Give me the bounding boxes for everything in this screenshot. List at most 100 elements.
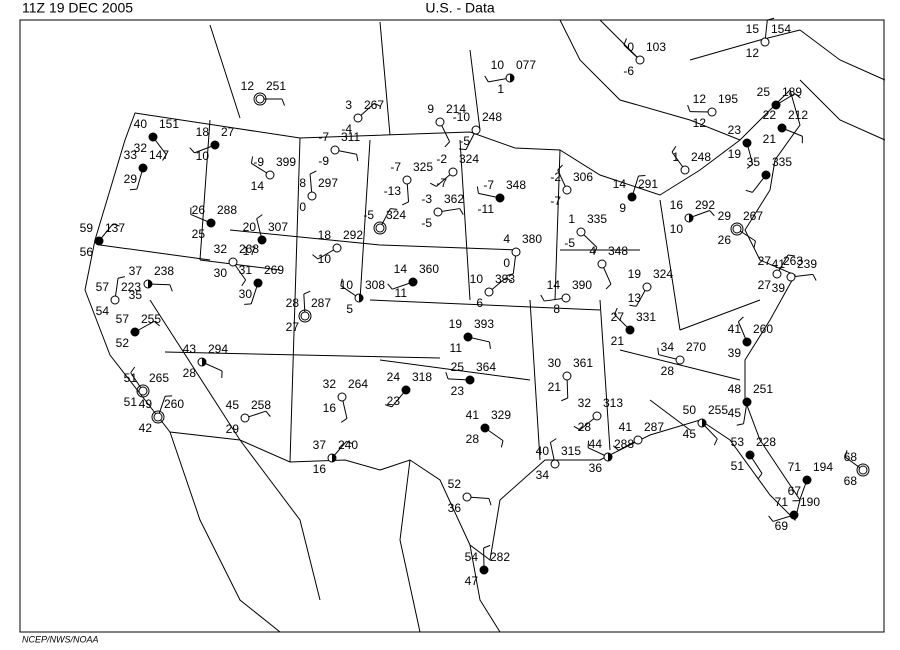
- station-dewpoint: -13: [384, 184, 402, 198]
- station-temp: 33: [124, 148, 138, 162]
- station-temp: 14: [394, 262, 408, 276]
- station-temp: 41: [728, 322, 742, 336]
- map-credit: NCEP/NWS/NOAA: [22, 634, 99, 644]
- station-pressure: 255: [708, 403, 728, 417]
- station-temp: 31: [239, 263, 253, 277]
- station-ring: [856, 463, 870, 477]
- station-temp: 41: [772, 257, 786, 271]
- wind-barb-tick: [593, 247, 598, 254]
- wind-barb-tick: [767, 17, 775, 21]
- wind-barb-tick: [458, 148, 467, 151]
- station-marker: [495, 193, 505, 203]
- station-pressure: 194: [813, 460, 833, 474]
- station-temp: -10: [453, 110, 471, 124]
- wind-barb-tick: [445, 372, 449, 380]
- station-marker: [760, 37, 770, 47]
- station-pressure: 311: [341, 130, 360, 144]
- station-dewpoint: 10: [670, 222, 684, 236]
- station-temp: 4: [589, 244, 596, 258]
- wind-barb-tick: [506, 273, 514, 277]
- station-pressure: 348: [506, 178, 526, 192]
- station-marker: [675, 355, 685, 365]
- station-temp: 52: [448, 477, 462, 491]
- station-marker: [576, 227, 586, 237]
- station-marker: [253, 278, 263, 288]
- station-dewpoint: 17: [243, 244, 257, 258]
- wind-barb-tick: [561, 397, 568, 402]
- station-pressure: 288: [217, 203, 237, 217]
- station-dewpoint: 23: [387, 394, 401, 408]
- station-dewpoint: 14: [251, 179, 265, 193]
- wind-barb-tick: [500, 440, 504, 448]
- station-temp: 37: [129, 264, 143, 278]
- wind-barb-tick: [484, 75, 489, 83]
- station-dewpoint: 39: [728, 346, 742, 360]
- wind-barb-tick: [444, 141, 451, 148]
- station-temp: -5: [363, 208, 374, 222]
- station-marker: [707, 107, 717, 117]
- station-marker: [255, 94, 265, 104]
- station-temp: -7: [390, 160, 401, 174]
- station-dewpoint: 16: [313, 462, 327, 476]
- station-pressure: 324: [459, 152, 479, 166]
- station-marker: [635, 55, 645, 65]
- station-pressure: 331: [636, 310, 656, 324]
- station-marker: [802, 475, 812, 485]
- station-marker: [153, 412, 163, 422]
- station-pressure: 324: [386, 208, 406, 222]
- station-marker: [408, 277, 418, 287]
- station-temp: 10: [340, 278, 354, 292]
- station-dewpoint: 39: [772, 281, 786, 295]
- wind-barb-tick: [746, 163, 753, 169]
- station-half: [608, 453, 612, 461]
- station-marker: [742, 337, 752, 347]
- station-pressure: 267: [364, 98, 384, 112]
- station-half: [689, 214, 693, 222]
- station-marker: [562, 371, 572, 381]
- station-half: [332, 454, 336, 462]
- state-lines: [99, 119, 761, 463]
- station-temp: 43: [183, 342, 197, 356]
- station-temp: 37: [313, 438, 327, 452]
- station-temp: 44: [589, 437, 603, 451]
- station-half: [202, 358, 206, 366]
- station-dewpoint: 9: [619, 201, 626, 215]
- station-pressure: 287: [644, 420, 664, 434]
- map-frame: [19, 19, 885, 633]
- station-temp: 19: [449, 317, 463, 331]
- station-pressure: 251: [266, 79, 286, 93]
- wind-barb-tick: [623, 38, 627, 46]
- station-temp: 19: [628, 267, 642, 281]
- station-pressure: 291: [638, 177, 658, 191]
- station-temp: 27: [758, 254, 772, 268]
- station-temp: 49: [139, 397, 153, 411]
- wind-barb-tick: [265, 410, 271, 417]
- wind-barb-tick: [401, 201, 409, 206]
- station-pressure: 361: [573, 356, 593, 370]
- wind-barb-tick: [787, 254, 795, 257]
- station-dewpoint: 28: [183, 366, 197, 380]
- station-temp: -2: [436, 152, 447, 166]
- station-temp: 14: [547, 278, 561, 292]
- station-pressure: 269: [264, 263, 284, 277]
- station-temp: 24: [387, 370, 401, 384]
- station-temp: 48: [728, 382, 742, 396]
- wind-barb-tick: [671, 146, 677, 153]
- station-temp: 3: [345, 98, 352, 112]
- station-dewpoint: 30: [214, 266, 228, 280]
- station-temp: 34: [661, 340, 675, 354]
- station-temp: 71: [788, 460, 802, 474]
- station-marker: [435, 117, 445, 127]
- station-marker: [210, 140, 220, 150]
- wind-barb-tick: [657, 347, 660, 355]
- station-marker: [511, 247, 521, 257]
- station-pressure: 263: [783, 254, 803, 268]
- wind-barb-tick: [483, 544, 491, 549]
- station-dewpoint: 19: [728, 147, 742, 161]
- station-dewpoint: 45: [683, 427, 697, 441]
- station-temp: 71: [775, 495, 789, 509]
- wind-barb-tick: [745, 189, 753, 193]
- station-ring: [373, 221, 387, 235]
- wind-barb-tick: [385, 404, 393, 408]
